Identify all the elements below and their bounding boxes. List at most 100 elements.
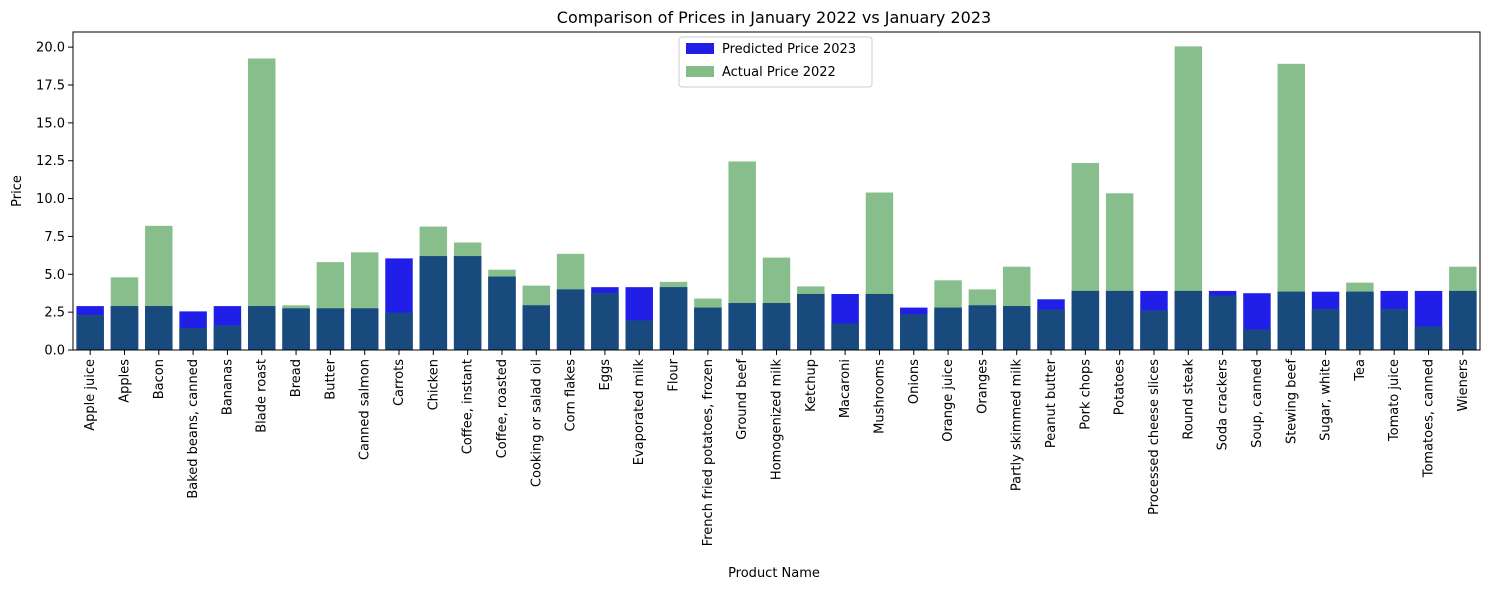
x-tick-label: Peanut butter bbox=[1044, 358, 1059, 448]
bar-overlap bbox=[145, 306, 173, 350]
bar-overlap bbox=[282, 308, 310, 350]
x-tick-label: Tomatoes, canned bbox=[1422, 359, 1437, 478]
x-tick-label: Soda crackers bbox=[1216, 359, 1231, 451]
bar-overlap bbox=[1140, 310, 1168, 350]
x-tick-label: Pork chops bbox=[1078, 359, 1093, 430]
x-tick-label: Apple juice bbox=[83, 359, 98, 431]
x-tick-label: Round steak bbox=[1181, 359, 1196, 440]
legend-label-actual: Actual Price 2022 bbox=[722, 65, 836, 80]
axes-frame bbox=[72, 31, 1481, 351]
bar-overlap bbox=[556, 289, 585, 350]
x-tick-label: Bread bbox=[289, 359, 304, 397]
bar-overlap bbox=[1243, 329, 1271, 350]
x-tick-label: Carrots bbox=[392, 359, 407, 406]
x-tick-label: Tea bbox=[1353, 359, 1368, 382]
y-tick-label: 5.0 bbox=[44, 268, 65, 283]
bar-overlap bbox=[522, 305, 551, 350]
x-tick-label: Onions bbox=[907, 359, 922, 404]
x-tick-label: Coffee, instant bbox=[461, 359, 476, 454]
y-tick-label: 0.0 bbox=[44, 344, 65, 359]
x-tick-label: Ketchup bbox=[804, 359, 819, 412]
y-tick-label: 17.5 bbox=[36, 79, 65, 94]
chart-title: Comparison of Prices in January 2022 vs … bbox=[557, 8, 991, 27]
plot-area: Apple juice Apples Bacon Baked beans, canne… bbox=[36, 31, 1481, 546]
bar-overlap bbox=[419, 256, 448, 350]
bar-overlap bbox=[797, 293, 825, 350]
x-tick-label: Butter bbox=[323, 358, 338, 399]
x-tick-label: Corn flakes bbox=[564, 359, 579, 432]
x-tick-label: Flour bbox=[667, 358, 682, 391]
x-tick-label: Chicken bbox=[426, 359, 441, 410]
bar-overlap bbox=[625, 320, 653, 350]
x-tick-label: Bacon bbox=[152, 359, 167, 399]
x-tick-label: Orange juice bbox=[941, 359, 956, 442]
bar-overlap bbox=[762, 303, 791, 350]
x-tick-label: Bananas bbox=[220, 359, 235, 415]
bar-overlap bbox=[1311, 309, 1340, 350]
x-tick-label: Homogenized milk bbox=[770, 359, 785, 481]
x-tick-label: Wieners bbox=[1456, 359, 1471, 412]
legend-label-predicted: Predicted Price 2023 bbox=[722, 42, 856, 57]
x-tick-label: Coffee, roasted bbox=[495, 359, 510, 458]
x-tick-label: Apples bbox=[117, 359, 132, 403]
x-axis-title: Product Name bbox=[728, 566, 820, 581]
y-tick-label: 2.5 bbox=[44, 306, 65, 321]
x-tick-label: Oranges bbox=[975, 359, 990, 414]
x-tick-label: Potatoes bbox=[1113, 359, 1128, 415]
x-tick-label: Mushrooms bbox=[872, 359, 887, 434]
x-tick-label: Stewing beef bbox=[1284, 359, 1299, 444]
bar-overlap bbox=[1380, 309, 1408, 350]
bar-overlap bbox=[1346, 291, 1374, 350]
bar-overlap bbox=[968, 305, 997, 350]
bar-overlap bbox=[213, 325, 242, 350]
x-tick-label: Baked beans, canned bbox=[186, 359, 201, 499]
y-tick-label: 20.0 bbox=[36, 41, 65, 56]
bar-overlap bbox=[865, 293, 894, 350]
bar-overlap bbox=[1277, 291, 1305, 350]
bar-overlap bbox=[385, 312, 413, 350]
legend-box bbox=[678, 36, 873, 88]
bar-overlap bbox=[1174, 290, 1203, 350]
bars bbox=[76, 46, 1477, 351]
x-tick-label: Blade roast bbox=[255, 359, 270, 433]
x-tick-label: Processed cheese slices bbox=[1147, 359, 1162, 515]
bar-overlap bbox=[1105, 290, 1134, 350]
legend: Predicted Price 2023 Actual Price 2022 bbox=[678, 36, 873, 88]
y-tick-label: 15.0 bbox=[36, 116, 65, 131]
x-tick-label: French fried potatoes, frozen bbox=[701, 359, 716, 546]
bar-overlap bbox=[1037, 309, 1065, 350]
bar-overlap bbox=[1071, 290, 1100, 350]
y-tick-label: 7.5 bbox=[44, 230, 65, 245]
bar-overlap bbox=[1449, 290, 1477, 350]
y-tick-label: 12.5 bbox=[36, 154, 65, 169]
bar-overlap bbox=[728, 303, 756, 350]
legend-swatch-actual bbox=[686, 66, 714, 77]
bar-overlap bbox=[179, 328, 207, 350]
x-tick-label: Cooking or salad oil bbox=[529, 359, 544, 487]
bar-overlap bbox=[934, 307, 962, 350]
bar-overlap bbox=[453, 256, 482, 350]
bar-overlap bbox=[110, 306, 139, 350]
bar-overlap bbox=[488, 276, 516, 350]
bar-overlap bbox=[316, 308, 345, 350]
legend-swatch-predicted bbox=[686, 43, 714, 54]
bar-overlap bbox=[1002, 306, 1031, 350]
bar-overlap bbox=[350, 308, 379, 350]
x-tick-label: Ground beef bbox=[735, 359, 750, 440]
bar-overlap bbox=[1208, 295, 1237, 350]
x-tick-label: Tomato juice bbox=[1387, 359, 1402, 442]
x-tick-label: Soup, canned bbox=[1250, 359, 1265, 448]
bar-overlap bbox=[248, 306, 276, 350]
bar-overlap bbox=[831, 323, 859, 350]
x-tick-label: Evaporated milk bbox=[632, 359, 647, 466]
bar-overlap bbox=[659, 287, 688, 350]
x-tick-label: Canned salmon bbox=[358, 359, 373, 460]
x-tick-label: Eggs bbox=[598, 359, 613, 391]
bar-overlap bbox=[76, 315, 104, 350]
bar-overlap bbox=[591, 293, 619, 350]
bar-actual bbox=[248, 58, 276, 350]
y-tick-label: 10.0 bbox=[36, 192, 65, 207]
x-tick-label: Sugar, white bbox=[1319, 359, 1334, 441]
y-axis-title: Price bbox=[10, 175, 25, 207]
